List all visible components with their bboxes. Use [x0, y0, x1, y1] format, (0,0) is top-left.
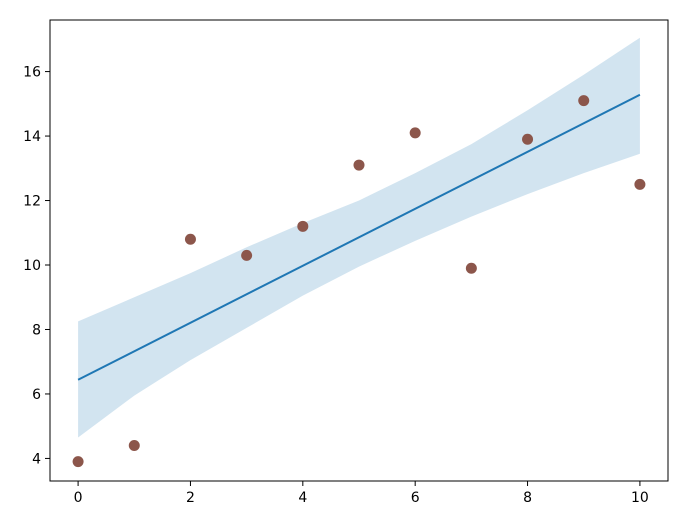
y-tick-label: 10 — [23, 258, 41, 274]
y-tick-label: 8 — [32, 322, 41, 338]
x-tick-label: 2 — [186, 490, 195, 506]
y-tick-label: 4 — [32, 451, 41, 467]
plot-area-frame — [49, 19, 669, 482]
data-point — [353, 159, 365, 171]
x-tick-label: 8 — [523, 490, 532, 506]
y-tick-label: 6 — [32, 387, 41, 403]
x-tick-label: 4 — [298, 490, 307, 506]
x-tick-label: 6 — [411, 490, 420, 506]
y-tick-label: 14 — [23, 129, 41, 145]
data-point — [72, 456, 84, 468]
data-point — [184, 233, 196, 245]
y-tick-label: 12 — [23, 194, 41, 210]
data-point — [634, 178, 646, 190]
data-point — [409, 127, 421, 139]
y-tick-label: 16 — [23, 65, 41, 81]
data-point — [128, 440, 140, 452]
data-point — [465, 262, 477, 274]
data-point — [297, 220, 309, 232]
x-tick-label: 0 — [74, 490, 83, 506]
regression-line — [77, 93, 641, 381]
data-point — [241, 249, 253, 261]
data-point — [522, 133, 534, 145]
x-tick-label: 10 — [631, 490, 649, 506]
data-point — [578, 95, 590, 107]
